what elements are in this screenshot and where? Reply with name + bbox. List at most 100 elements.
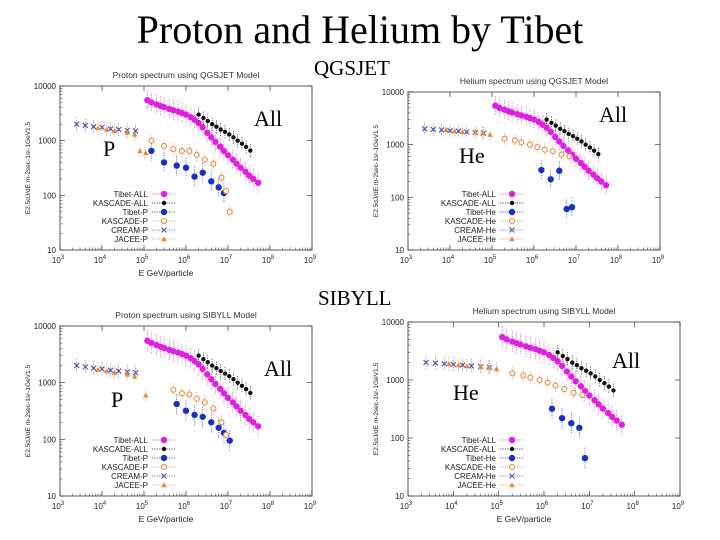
data-point (90, 365, 97, 372)
legend-label: Tibet-He (466, 208, 497, 217)
data-point (508, 190, 516, 198)
data-point (254, 179, 262, 186)
y-tick-label: 1000 (38, 379, 56, 388)
data-point (579, 365, 584, 371)
data-point (552, 382, 559, 389)
data-point (598, 178, 605, 185)
y-axis: 10 100 1000 10000 E2.5dJ/dE m-2sec-1sr-1GeV1… (25, 82, 312, 255)
series-group (423, 326, 625, 469)
data-point (235, 138, 240, 143)
legend-label: JACEE-P (114, 235, 148, 244)
data-point (564, 147, 572, 154)
data-point (82, 363, 89, 370)
data-point (552, 133, 559, 141)
data-point (527, 344, 534, 351)
y-axis: 10 100 1000 10000 E2.5dJ/dE m-2sec-1sr-1GeV1… (373, 318, 680, 501)
chart-panel-proton-sibyll: Proton spectrum using SIBYLL Model 103 104… (10, 298, 340, 533)
data-point (604, 409, 612, 417)
x-tick-label: 106 (178, 501, 191, 511)
chart-panel-helium-sibyll: Helium spectrum using SIBYLL Model 103 104… (368, 298, 698, 533)
data-point (111, 128, 118, 134)
data-point (477, 363, 484, 369)
data-point (160, 344, 168, 352)
data-point (613, 417, 620, 424)
data-point (215, 184, 222, 191)
data-point (557, 126, 563, 132)
x-tick-label: 108 (610, 255, 623, 265)
legend-label: KASCADE-P (102, 463, 148, 472)
x-tick-label: 109 (652, 255, 665, 265)
data-point (161, 473, 167, 479)
data-point (438, 127, 445, 133)
data-point (210, 160, 217, 167)
y-axis-label: E2.5dJ/dE m-2sec-1sr-1GeV1.5 (25, 365, 32, 458)
data-point (233, 160, 240, 167)
data-point (95, 125, 101, 131)
data-point (124, 129, 131, 135)
data-point (199, 124, 206, 131)
data-point (148, 99, 155, 106)
x-axis: 103 104 105 106 107 108 109 E GeV/particle (52, 326, 317, 524)
data-point (576, 424, 583, 431)
x-axis-label: E GeV/particle (139, 514, 194, 524)
data-point (227, 374, 232, 379)
data-point (218, 419, 225, 426)
data-point (161, 236, 167, 242)
data-point (520, 372, 527, 379)
data-point (530, 116, 538, 123)
data-point (243, 386, 249, 392)
data-point (208, 419, 215, 426)
y-axis-label: E2.5dJ/dE m-2sec-1sr-1GeV1.5 (25, 122, 32, 215)
data-point (107, 367, 114, 374)
x-axis: 103 104 105 106 107 108 109 E GeV/particle (52, 86, 317, 278)
data-point (195, 361, 202, 368)
data-point (115, 126, 122, 133)
data-point (161, 200, 167, 206)
data-point (148, 147, 155, 155)
data-point (205, 118, 210, 124)
legend-label: KASCADE-He (445, 463, 497, 472)
y-tick-label: 10000 (382, 88, 405, 97)
x-tick-label: 107 (220, 501, 233, 511)
x-tick-label: 106 (526, 255, 539, 265)
data-point (178, 390, 185, 397)
series-kascade-all (544, 113, 601, 161)
data-point (160, 190, 168, 198)
data-point (508, 109, 516, 116)
x-tick-label: 107 (568, 255, 581, 265)
data-point (161, 227, 167, 233)
data-point (218, 127, 223, 132)
data-point (446, 361, 452, 367)
x-axis: 103 104 105 106 107 108 109 E GeV/particle (400, 322, 685, 524)
data-point (191, 411, 198, 419)
data-point (485, 364, 492, 370)
data-point (243, 144, 249, 150)
data-point (107, 125, 114, 132)
legend-label: Tibet-ALL (462, 436, 497, 445)
legend-label: KASCADE-ALL (441, 445, 497, 454)
x-tick-label: 103 (400, 501, 413, 511)
data-point (218, 174, 225, 181)
chart-panel-helium-qgsjet: Helium spectrum using QGSJET Model 103 104… (368, 60, 698, 290)
series-jacee-he (443, 123, 493, 141)
data-point (479, 130, 486, 136)
data-point (170, 146, 177, 153)
legend-label: KASCADE-ALL (93, 445, 149, 454)
y-axis: 10 100 1000 10000 E2.5dJ/dE m-2sec-1sr-1GeV1… (25, 322, 312, 501)
series-jacee-p (95, 121, 149, 160)
x-tick-label: 107 (220, 255, 233, 265)
data-point (593, 374, 598, 379)
legend: Tibet-ALLKASCADE-ALLTibet-PKASCADE-PCREA… (93, 190, 176, 244)
data-point (201, 399, 208, 406)
data-point (503, 336, 510, 343)
data-point (99, 124, 105, 131)
data-point (178, 147, 185, 154)
x-tick-label: 105 (136, 255, 149, 265)
y-tick-label: 1000 (386, 141, 404, 150)
data-point (508, 436, 516, 444)
data-point (526, 141, 533, 148)
data-point (204, 371, 211, 378)
data-point (250, 419, 257, 426)
data-point (570, 133, 576, 139)
x-tick-label: 103 (52, 501, 65, 511)
